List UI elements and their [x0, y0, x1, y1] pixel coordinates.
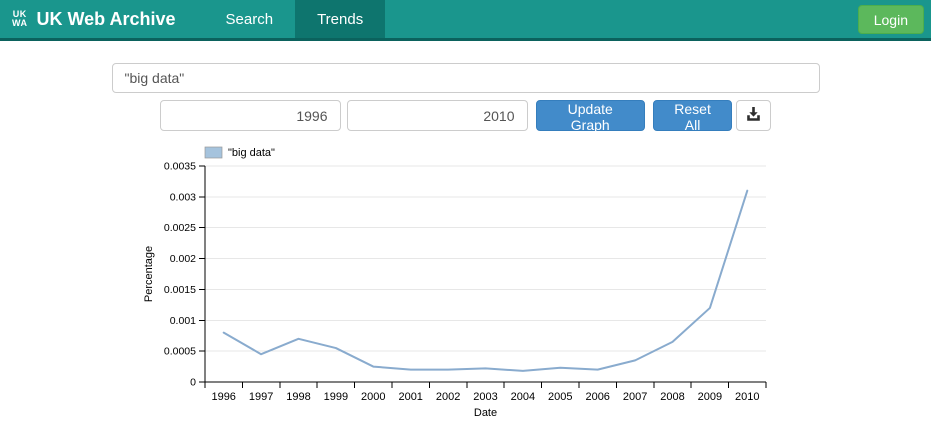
reset-all-button[interactable]: Reset All [652, 100, 733, 133]
svg-text:2007: 2007 [623, 391, 647, 403]
trend-line-chart: 0 0.0005 0.001 0.0015 0.002 0.0025 0.003 0.0035… [143, 146, 767, 419]
svg-text:2006: 2006 [585, 391, 609, 403]
logo-line-2: WA [12, 18, 28, 28]
svg-text:2010: 2010 [735, 391, 759, 403]
svg-text:1997: 1997 [249, 391, 273, 403]
svg-text:0: 0 [190, 377, 196, 389]
svg-text:1998: 1998 [286, 391, 310, 403]
svg-text:0.002: 0.002 [170, 253, 196, 265]
download-icon [746, 106, 761, 125]
svg-text:2005: 2005 [548, 391, 572, 403]
svg-text:1999: 1999 [324, 391, 348, 403]
svg-text:1996: 1996 [211, 391, 235, 403]
svg-text:0.0025: 0.0025 [164, 222, 196, 234]
svg-text:2004: 2004 [511, 391, 535, 403]
svg-text:2001: 2001 [398, 391, 422, 403]
svg-text:2009: 2009 [698, 391, 722, 403]
svg-text:0.001: 0.001 [170, 315, 196, 327]
main-nav: Search Trends [204, 0, 386, 38]
svg-text:Date: Date [474, 407, 497, 419]
end-year-input[interactable] [346, 100, 528, 131]
login-button[interactable]: Login [857, 5, 924, 34]
logo-line-1: UK [12, 9, 27, 19]
svg-text:0.003: 0.003 [170, 191, 196, 203]
svg-text:"big data": "big data" [228, 147, 275, 159]
svg-text:0.0015: 0.0015 [164, 284, 196, 296]
nav-item-trends[interactable]: Trends [295, 0, 386, 38]
controls-row: Update Graph Reset All [159, 100, 772, 133]
search-query-input[interactable] [111, 63, 820, 93]
ukwa-logo: UK WA [12, 10, 28, 28]
update-graph-button[interactable]: Update Graph [535, 100, 645, 133]
query-row [0, 63, 931, 93]
svg-text:2002: 2002 [436, 391, 460, 403]
brand-title: UK Web Archive [36, 8, 176, 29]
svg-text:2008: 2008 [660, 391, 684, 403]
svg-text:2000: 2000 [361, 391, 385, 403]
trend-chart-container: 0 0.0005 0.001 0.0015 0.002 0.0025 0.003 0.0035… [140, 133, 931, 430]
navbar: UK WA UK Web Archive Search Trends Login [0, 0, 931, 41]
svg-text:0.0035: 0.0035 [164, 161, 196, 173]
svg-text:0.0005: 0.0005 [164, 346, 196, 358]
nav-item-search[interactable]: Search [225, 10, 274, 28]
svg-text:2003: 2003 [473, 391, 497, 403]
download-button[interactable] [736, 100, 772, 131]
brand-area[interactable]: UK WA UK Web Archive [0, 0, 176, 38]
svg-text:Percentage: Percentage [143, 246, 155, 302]
start-year-input[interactable] [159, 100, 341, 131]
